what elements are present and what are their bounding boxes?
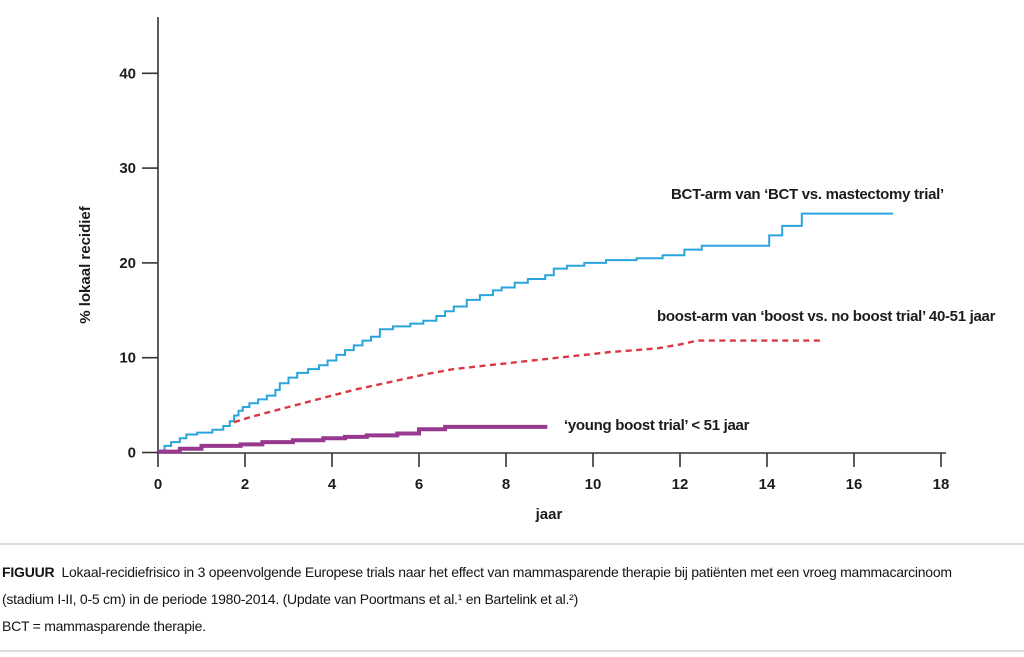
x-tick-label: 10 bbox=[585, 476, 602, 493]
series-label-bct: BCT-arm van ‘BCT vs. mastectomy trial’ bbox=[671, 186, 944, 203]
series-curve-1 bbox=[233, 339, 822, 424]
chart-axes: 0 10 20 30 40 0 2 4 6 8 10 12 14 16 18 bbox=[119, 17, 949, 493]
series-label-boost: boost-arm van ‘boost vs. no boost trial’… bbox=[657, 308, 996, 325]
figure-caption: FIGUUR Lokaal-recidiefrisico in 3 opeenvo… bbox=[0, 559, 1024, 640]
caption-line-1: FIGUUR Lokaal-recidiefrisico in 3 opeenvo… bbox=[2, 559, 1022, 586]
caption-line-3: BCT = mammasparende therapie. bbox=[2, 618, 206, 634]
caption-top-divider bbox=[0, 543, 1024, 545]
x-tick-label: 4 bbox=[328, 476, 337, 493]
x-tick-label: 16 bbox=[846, 476, 863, 493]
x-axis-label: jaar bbox=[535, 506, 563, 523]
x-tick-label: 0 bbox=[154, 476, 162, 493]
caption-line-2: (stadium I-II, 0-5 cm) in de periode 198… bbox=[2, 591, 578, 607]
series-curve-2 bbox=[158, 424, 548, 454]
caption-line-1-text: Lokaal-recidiefrisico in 3 opeenvolgende… bbox=[61, 564, 952, 580]
series-label-young: ‘young boost trial’ < 51 jaar bbox=[564, 417, 750, 434]
y-tick-label: 20 bbox=[119, 255, 136, 272]
chart-curves bbox=[158, 212, 894, 454]
x-tick-label: 6 bbox=[415, 476, 423, 493]
x-tick-label: 12 bbox=[672, 476, 689, 493]
x-tick-label: 2 bbox=[241, 476, 249, 493]
y-tick-label: 0 bbox=[128, 445, 136, 462]
y-tick-label: 10 bbox=[119, 350, 136, 367]
y-axis-label: % lokaal recidief bbox=[77, 205, 94, 324]
y-tick-label: 30 bbox=[119, 160, 136, 177]
recurrence-chart: 0 10 20 30 40 0 2 4 6 8 10 12 14 16 18 % lokaal recidi… bbox=[77, 17, 949, 523]
series-curve-0 bbox=[158, 212, 894, 452]
caption-bottom-divider bbox=[0, 650, 1024, 652]
caption-tag: FIGUUR bbox=[2, 564, 55, 580]
x-tick-label: 18 bbox=[933, 476, 950, 493]
y-tick-label: 40 bbox=[119, 65, 136, 82]
x-tick-label: 8 bbox=[502, 476, 510, 493]
x-tick-label: 14 bbox=[759, 476, 776, 493]
